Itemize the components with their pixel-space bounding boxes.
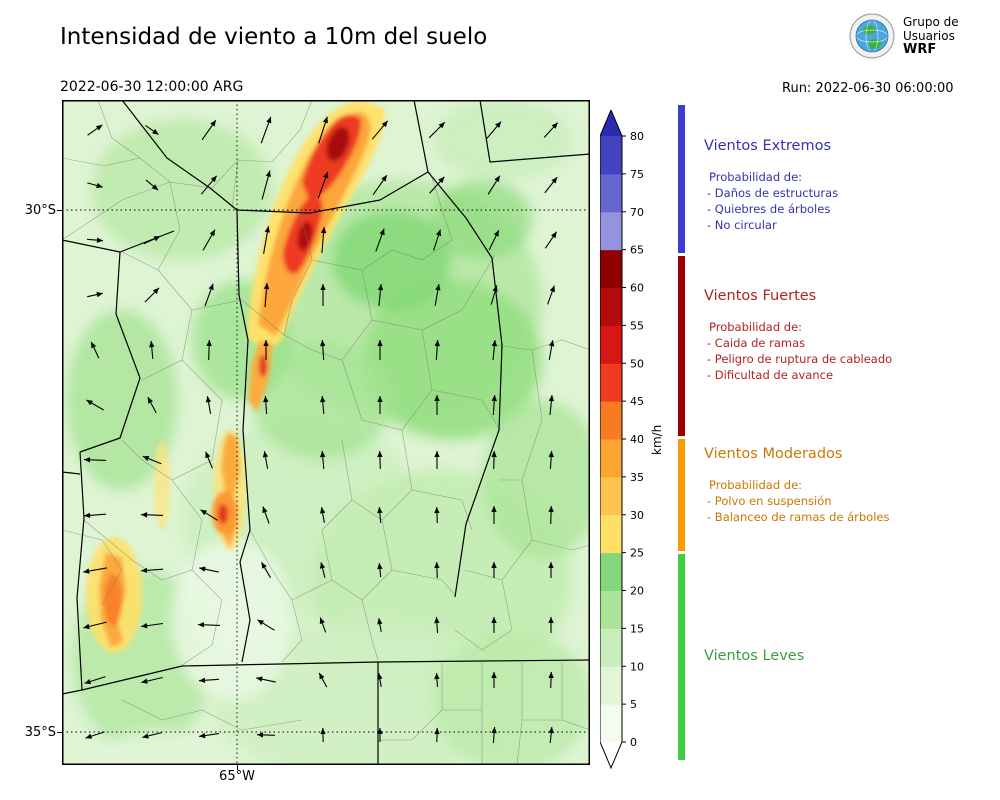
legend-section-moderados: Vientos Moderados Probabilidad de: - Polvo… xyxy=(704,446,994,525)
legend-probability-label-extremos: Probabilidad de: xyxy=(709,170,803,184)
globe-icon xyxy=(849,13,895,59)
legend-bar-extremos xyxy=(678,105,685,253)
logo-line-3: WRF xyxy=(903,42,937,57)
gridlines xyxy=(62,100,590,765)
legend-title-fuertes: Vientos Fuertes xyxy=(704,288,817,304)
colorbar-tick-15: 15 xyxy=(630,622,644,635)
logo-line-1: Grupo de xyxy=(903,15,959,29)
wind-category-legend: Vientos Extremos Probabilidad de: - Daños … xyxy=(676,0,998,800)
colorbar-tick-35: 35 xyxy=(630,471,644,484)
colorbar-tick-70: 70 xyxy=(630,206,644,219)
lat-label-35s: 35°S xyxy=(24,725,56,740)
lon-label-65w: 65°W xyxy=(219,769,255,784)
legend-item-extremos-2: - No circular xyxy=(707,218,777,232)
legend-section-leves: Vientos Leves xyxy=(704,648,994,680)
colorbar-tick-45: 45 xyxy=(630,395,644,408)
colorbar-tick-60: 60 xyxy=(630,282,644,295)
map-border xyxy=(62,100,590,765)
legend-section-fuertes: Vientos Fuertes Probabilidad de: - Caida d… xyxy=(704,288,994,383)
legend-bar-fuertes xyxy=(678,256,685,436)
logo-line-2: Usuarios xyxy=(903,29,955,43)
legend-item-fuertes-0: - Caida de ramas xyxy=(707,336,806,350)
legend-item-fuertes-2: - Dificultad de avance xyxy=(707,368,834,382)
legend-title-leves: Vientos Leves xyxy=(704,648,805,664)
run-time-label: Run: 2022-06-30 06:00:00 xyxy=(782,81,954,96)
colorbar-unit-label: km/h xyxy=(650,424,664,455)
legend-item-fuertes-1: - Peligro de ruptura de cableado xyxy=(707,352,893,366)
wind-arrows xyxy=(83,116,559,744)
logo-text: Grupo de Usuarios WRF xyxy=(903,15,959,57)
colorbar: 0 5 10 15 20 25 30 35 40 45 50 55 60 65 70 75 80 xyxy=(599,108,655,772)
colorbar-tick-10: 10 xyxy=(630,660,644,673)
colorbar-tick-20: 20 xyxy=(630,585,644,598)
wind-field-green-patches xyxy=(67,100,590,765)
legend-title-extremos: Vientos Extremos xyxy=(704,138,832,154)
wind-intensity-map xyxy=(62,100,590,765)
legend-item-extremos-0: - Daños de estructuras xyxy=(707,186,839,200)
colorbar-tick-80: 80 xyxy=(630,130,644,143)
lat-tick-35s xyxy=(57,732,62,733)
colorbar-tick-0: 0 xyxy=(630,736,637,749)
colorbar-tick-55: 55 xyxy=(630,319,644,332)
wind-field-strong-patches xyxy=(86,100,385,653)
colorbar-tick-50: 50 xyxy=(630,357,644,370)
legend-section-extremos: Vientos Extremos Probabilidad de: - Daños … xyxy=(704,138,994,233)
legend-bar-leves xyxy=(678,554,685,760)
wrf-users-group-logo: Grupo de Usuarios WRF xyxy=(848,12,959,60)
legend-probability-label-fuertes: Probabilidad de: xyxy=(709,320,803,334)
legend-bar-moderados xyxy=(678,439,685,551)
legend-probability-label-moderados: Probabilidad de: xyxy=(709,478,803,492)
colorbar-tick-65: 65 xyxy=(630,244,644,257)
legend-item-moderados-0: - Polvo en suspensión xyxy=(707,494,832,508)
colorbar-tick-25: 25 xyxy=(630,547,644,560)
lat-tick-30s xyxy=(57,210,62,211)
lat-label-30s: 30°S xyxy=(24,203,56,218)
legend-title-moderados: Vientos Moderados xyxy=(704,446,843,462)
colorbar-tick-30: 30 xyxy=(630,509,644,522)
valid-time-label: 2022-06-30 12:00:00 ARG xyxy=(60,79,244,95)
lon-tick-65w xyxy=(237,765,238,770)
colorbar-tick-5: 5 xyxy=(630,698,637,711)
legend-item-moderados-1: - Balanceo de ramas de árboles xyxy=(707,510,890,524)
page-title: Intensidad de viento a 10m del suelo xyxy=(60,24,488,50)
colorbar-tick-75: 75 xyxy=(630,168,644,181)
legend-item-extremos-1: - Quiebres de árboles xyxy=(707,202,831,216)
colorbar-tick-40: 40 xyxy=(630,433,644,446)
